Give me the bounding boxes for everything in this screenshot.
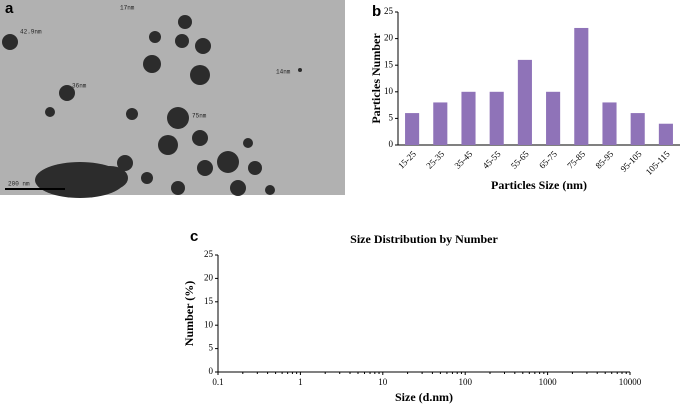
bar: [658, 123, 673, 145]
tem-image: [0, 0, 345, 198]
x-tick-label: 65-75: [537, 148, 559, 170]
x-tick-label: 55-65: [509, 148, 531, 170]
x-tick-label: 10: [378, 377, 388, 387]
x-tick-label: 0.1: [212, 377, 223, 387]
y-tick-label: 10: [384, 86, 394, 96]
panel-label: b: [372, 3, 381, 20]
x-tick-label: 10000: [619, 377, 642, 387]
y-tick-label: 25: [384, 6, 394, 16]
x-axis-label: Particles Size (nm): [491, 178, 587, 192]
y-tick-label: 15: [204, 296, 214, 306]
x-tick-label: 35-45: [452, 148, 474, 170]
panel-label: a: [5, 0, 14, 17]
y-tick-label: 5: [389, 112, 394, 122]
x-tick-label: 25-35: [424, 148, 446, 170]
annotation: 75nm: [192, 113, 207, 120]
x-tick-label: 1000: [539, 377, 558, 387]
bar: [602, 102, 617, 145]
annotation: 14nm: [276, 69, 291, 76]
bar: [517, 59, 532, 145]
x-tick-label: 15-25: [396, 148, 418, 170]
x-tick-label: 75-85: [565, 148, 587, 170]
scale-bar-label: 200 nm: [8, 181, 30, 188]
x-tick-label: 95-105: [618, 148, 643, 173]
x-tick-label: 100: [458, 377, 472, 387]
chart-title: Size Distribution by Number: [350, 232, 498, 246]
bar: [461, 91, 476, 145]
bar: [630, 113, 645, 145]
x-tick-label: 45-55: [481, 148, 503, 170]
y-tick-label: 0: [209, 366, 214, 376]
x-axis-label: Size (d.nm): [395, 390, 453, 404]
y-axis-label: Number (%): [182, 281, 196, 346]
y-tick-label: 20: [204, 272, 214, 282]
bar: [405, 113, 420, 145]
bar: [489, 91, 504, 145]
annotation: 36nm: [72, 83, 87, 90]
x-tick-label: 85-95: [593, 148, 615, 170]
annotation: 42.9nm: [20, 29, 42, 36]
y-tick-label: 25: [204, 249, 214, 259]
y-tick-label: 20: [384, 33, 394, 43]
panel-label: c: [190, 228, 198, 245]
bar: [546, 91, 561, 145]
x-tick-label: 105-115: [644, 148, 672, 176]
annotation: 17nm: [120, 5, 135, 12]
y-tick-label: 15: [384, 59, 394, 69]
y-tick-label: 5: [209, 343, 214, 353]
bar: [574, 27, 589, 145]
bar: [433, 102, 448, 145]
x-tick-label: 1: [298, 377, 303, 387]
y-tick-label: 10: [204, 319, 214, 329]
y-tick-label: 0: [389, 139, 394, 149]
y-axis-label: Particles Number: [369, 33, 383, 124]
